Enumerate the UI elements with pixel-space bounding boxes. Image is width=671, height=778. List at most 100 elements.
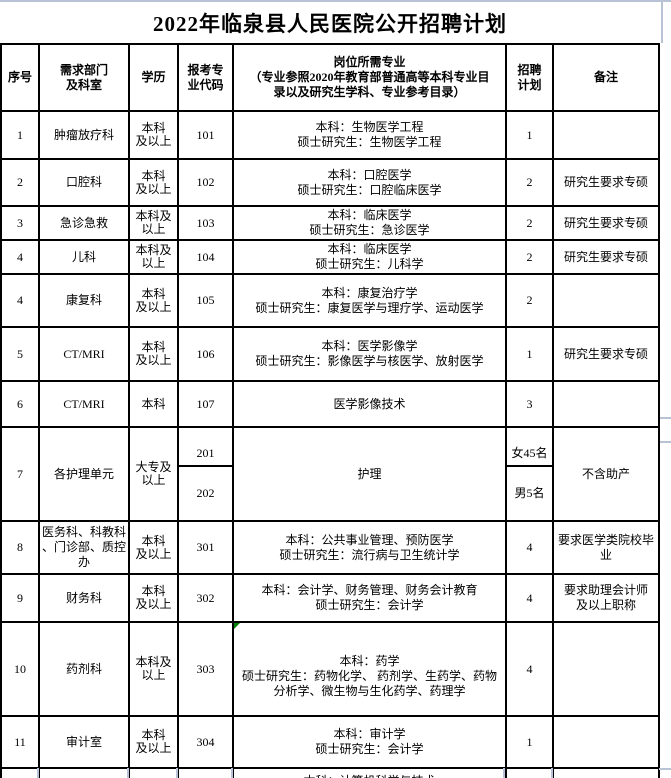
cell-education: 本科 及以上 [128, 110, 179, 160]
cell-code: 305 [177, 767, 234, 778]
gridline-stub [231, 768, 233, 778]
col-header-remark: 备注 [552, 43, 660, 112]
cell-index: 12 [0, 767, 40, 778]
cell-index: 4 [0, 239, 40, 275]
cell-plan: 2 [505, 273, 554, 328]
table-row: 2 口腔科 本科 及以上 102 本科：口腔医学 硕士研究生：口腔临床医学 2 … [0, 158, 660, 207]
cell-index: 5 [0, 326, 40, 382]
cell-plan: 4 [505, 520, 554, 575]
cell-plan: 2 [505, 205, 554, 241]
cell-education: 本科 及以上 [128, 573, 179, 623]
col-header-education: 学历 [128, 43, 179, 112]
cell-remark [552, 621, 660, 717]
cell-majors: 本科：药学 硕士研究生：药物化学、 药剂学、生药学、药物 分析学、微生物与生化药… [232, 621, 507, 717]
cell-remark: 不含助产 [552, 426, 660, 522]
cell-index: 4 [0, 273, 40, 328]
cell-department: 儿科 [38, 239, 130, 275]
cell-education: 本科及 以上 [128, 239, 179, 275]
cell-plan: 4 [505, 767, 554, 778]
table-row: 1 肿瘤放疗科 本科 及以上 101 本科：生物医学工程 硕士研究生：生物医学工… [0, 110, 660, 160]
cell-code: 303 [177, 621, 234, 717]
col-header-index: 序号 [0, 43, 40, 112]
cell-department: 肿瘤放疗科 [38, 110, 130, 160]
cell-code: 101 [177, 110, 234, 160]
cell-department: 急诊急救 [38, 205, 130, 241]
cell-plan: 3 [505, 380, 554, 428]
cell-code: 106 [177, 326, 234, 382]
table-row: 3 急诊急救 本科及 以上 103 本科：临床医学 硕士研究生：急诊医学 2 研… [0, 205, 660, 241]
cell-remark: 研究生要求专硕 [552, 326, 660, 382]
cell-plan: 4 [505, 573, 554, 623]
gridline-right [661, 0, 663, 43]
cell-department: 医务科、科教科 、门诊部、质控 办 [38, 520, 130, 575]
cell-majors-text: 本科：药学 硕士研究生：药物化学、 药剂学、生药学、药物 分析学、微生物与生化药… [241, 654, 497, 698]
cell-department: 各护理单元 [38, 426, 130, 522]
cell-plan: 4 [505, 621, 554, 717]
cell-education: 本科 及以上 [128, 767, 179, 778]
cell-remark: 研究生要求专硕 [552, 239, 660, 275]
table-row: 11 审计室 本科 及以上 304 本科：审计学 硕士研究生：会计学 1 [0, 715, 660, 769]
cell-remark: 研究生要求专硕 [552, 205, 660, 241]
table-row: 4 康复科 本科 及以上 105 本科：康复治疗学 硕士研究生：康复医学与理疗学… [0, 273, 660, 328]
gridline-stub [660, 441, 671, 443]
cell-majors: 本科：计算机科学与技术 网络工程 软件工程 硕士研究生：计算机科学与技术 [232, 767, 507, 778]
table-row: 10 药剂科 本科及 以上 303 本科：药学 硕士研究生：药物化学、 药剂学、… [0, 621, 660, 717]
cell-department: CT/MRI [38, 326, 130, 382]
cell-majors: 本科：公共事业管理、预防医学 硕士研究生：流行病与卫生统计学 [232, 520, 507, 575]
table-row: 8 医务科、科教科 、门诊部、质控 办 本科 及以上 301 本科：公共事业管理… [0, 520, 660, 575]
page-title: 2022年临泉县人民医院公开招聘计划 [153, 11, 507, 36]
cell-plan: 女45名 [508, 443, 551, 467]
cell-code: 104 [177, 239, 234, 275]
cell-plan: 男5名 [514, 485, 545, 500]
cell-code: 103 [177, 205, 234, 241]
cell-education: 本科 及以上 [128, 273, 179, 328]
table-row: 12 信息科 本科 及以上 305 本科：计算机科学与技术 网络工程 软件工程 … [0, 767, 660, 778]
gridline-top [0, 0, 671, 2]
cell-department: 药剂科 [38, 621, 130, 717]
cell-code: 301 [177, 520, 234, 575]
gridline-stub [659, 768, 671, 770]
cell-code: 304 [177, 715, 234, 769]
cell-index: 10 [0, 621, 40, 717]
cell-code-split: 201 202 [177, 426, 234, 522]
cell-remark: 要求医学类院校毕 业 [552, 520, 660, 575]
cell-majors: 本科：临床医学 硕士研究生：急诊医学 [232, 205, 507, 241]
cell-department: 口腔科 [38, 158, 130, 207]
cell-index: 1 [0, 110, 40, 160]
gridline-stub [127, 768, 129, 778]
cell-majors: 护理 [232, 426, 507, 522]
cell-code: 105 [177, 273, 234, 328]
cell-error-flag-icon [235, 624, 240, 629]
cell-code: 107 [177, 380, 234, 428]
cell-education: 本科 及以上 [128, 158, 179, 207]
cell-index: 6 [0, 380, 40, 428]
table-row: 5 CT/MRI 本科 及以上 106 本科：医学影像学 硕士研究生：影像医学与… [0, 326, 660, 382]
cell-remark [552, 715, 660, 769]
cell-code: 202 [196, 485, 215, 500]
header-row: 序号 需求部门 及科室 学历 报考专 业代码 岗位所需专业 （专业参照2020年… [0, 43, 660, 112]
gridline-stub [176, 768, 178, 778]
cell-index: 2 [0, 158, 40, 207]
cell-plan-split: 女45名 男5名 [505, 426, 554, 522]
cell-code: 102 [177, 158, 234, 207]
cell-department: 信息科 [38, 767, 130, 778]
cell-index: 8 [0, 520, 40, 575]
cell-education: 本科 [128, 380, 179, 428]
recruitment-table: 序号 需求部门 及科室 学历 报考专 业代码 岗位所需专业 （专业参照2020年… [0, 43, 660, 778]
cell-plan: 1 [505, 326, 554, 382]
cell-majors: 本科：生物医学工程 硕士研究生：生物医学工程 [232, 110, 507, 160]
col-header-department: 需求部门 及科室 [38, 43, 130, 112]
table-row: 4 儿科 本科及 以上 104 本科：临床医学 硕士研究生：儿科学 2 研究生要… [0, 239, 660, 275]
gridline-stub [660, 417, 671, 419]
cell-majors: 本科：审计学 硕士研究生：会计学 [232, 715, 507, 769]
col-header-code: 报考专 业代码 [177, 43, 234, 112]
cell-remark [552, 110, 660, 160]
cell-department: 财务科 [38, 573, 130, 623]
cell-plan: 2 [505, 158, 554, 207]
table-row: 6 CT/MRI 本科 107 医学影像技术 3 [0, 380, 660, 428]
cell-plan: 1 [505, 110, 554, 160]
cell-majors: 医学影像技术 [232, 380, 507, 428]
gridline-stub [37, 768, 39, 778]
cell-education: 大专及 以上 [128, 426, 179, 522]
cell-department: 审计室 [38, 715, 130, 769]
